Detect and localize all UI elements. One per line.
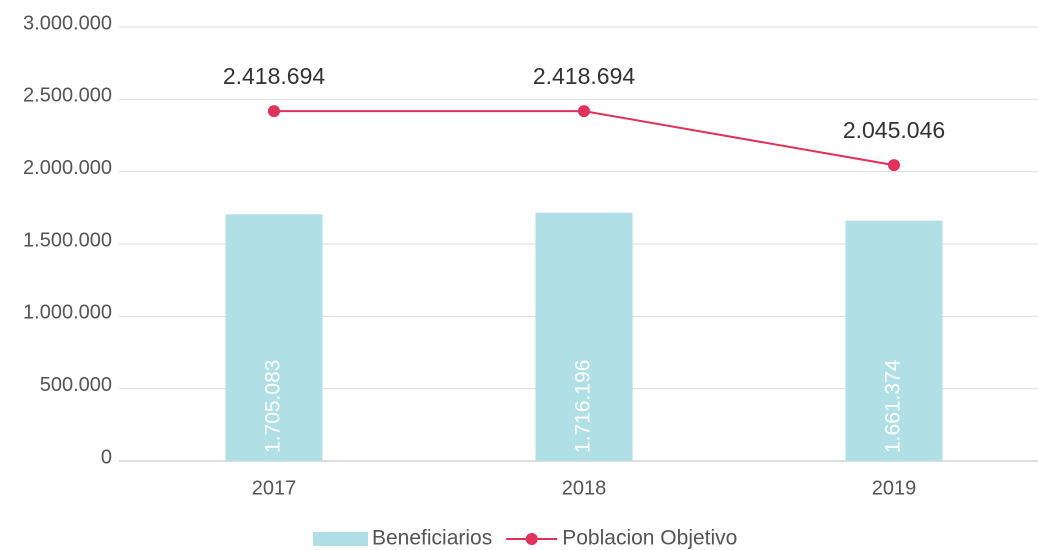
bar-value-label: 1.716.196 bbox=[572, 360, 595, 453]
point-value-label: 2.418.694 bbox=[223, 63, 326, 89]
bar bbox=[845, 220, 943, 461]
y-tick-label: 500.000 bbox=[40, 374, 112, 396]
y-tick-label: 2.500.000 bbox=[23, 85, 112, 107]
point-value-label: 2.045.046 bbox=[843, 117, 945, 143]
legend-label: Beneficiarios bbox=[372, 527, 492, 550]
bar bbox=[535, 212, 633, 461]
y-tick-label: 2.000.000 bbox=[23, 157, 112, 179]
x-tick-label: 2018 bbox=[562, 477, 607, 499]
y-tick-label: 1.000.000 bbox=[23, 302, 112, 324]
line-point bbox=[268, 105, 280, 118]
point-value-label: 2.418.694 bbox=[533, 63, 636, 89]
bar-value-label: 1.705.083 bbox=[262, 360, 285, 453]
line-point bbox=[888, 159, 900, 172]
bar-value-label: 1.661.374 bbox=[882, 359, 905, 453]
line-point bbox=[578, 105, 590, 118]
legend-swatch bbox=[313, 532, 368, 546]
y-tick-label: 3.000.000 bbox=[23, 12, 112, 34]
bar bbox=[225, 214, 323, 461]
line bbox=[274, 110, 895, 167]
x-tick-label: 2019 bbox=[872, 477, 917, 499]
legend-label: Poblacion Objetivo bbox=[562, 527, 737, 550]
x-tick-label: 2017 bbox=[252, 477, 297, 499]
y-tick-label: 0 bbox=[101, 446, 112, 468]
legend-swatch bbox=[525, 533, 538, 545]
y-tick-label: 1.500.000 bbox=[23, 229, 112, 251]
